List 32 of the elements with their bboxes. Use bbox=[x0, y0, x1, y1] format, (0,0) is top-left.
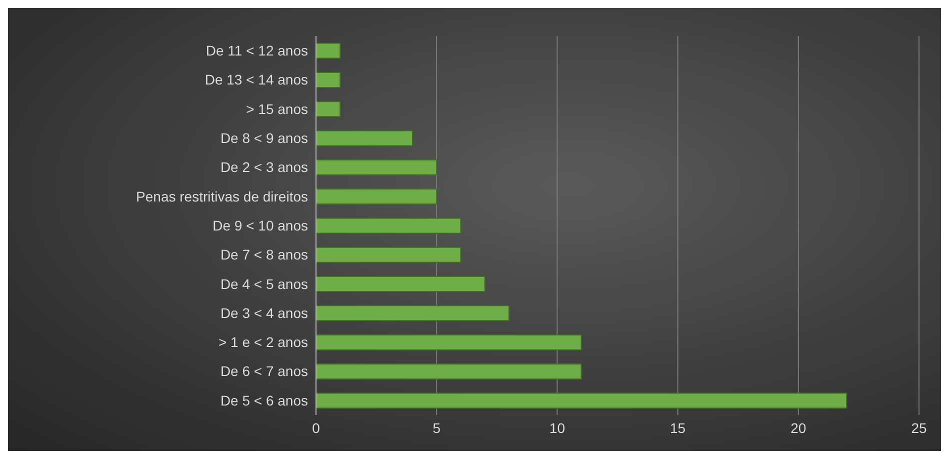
y-tick-label: > 15 anos bbox=[246, 100, 308, 117]
x-tick-label: 10 bbox=[549, 420, 566, 436]
bar bbox=[316, 42, 341, 59]
x-tick-label: 25 bbox=[911, 420, 927, 436]
y-tick-label: Penas restritivas de direitos bbox=[136, 188, 308, 204]
y-tick-label: > 1 e < 2 anos bbox=[218, 334, 308, 350]
bar bbox=[316, 130, 413, 146]
bar bbox=[316, 218, 462, 234]
y-tick-label: De 2 < 3 anos bbox=[220, 159, 308, 176]
y-tick-label: De 6 < 7 anos bbox=[220, 363, 308, 380]
y-tick-label: De 4 < 5 anos bbox=[220, 276, 308, 292]
y-tick-label: De 5 < 6 anos bbox=[220, 392, 308, 408]
bar bbox=[316, 392, 848, 409]
x-tick-label: 15 bbox=[670, 420, 686, 436]
bar bbox=[316, 334, 582, 350]
y-tick-label: De 9 < 10 anos bbox=[212, 217, 308, 234]
y-tick-label: De 13 < 14 anos bbox=[204, 72, 308, 88]
y-tick-label: De 11 < 12 anos bbox=[206, 42, 308, 59]
bar bbox=[316, 101, 341, 118]
bar bbox=[316, 276, 486, 292]
bar bbox=[316, 159, 438, 176]
bar bbox=[316, 305, 510, 322]
bar bbox=[316, 72, 341, 88]
x-tick-label: 20 bbox=[790, 420, 806, 436]
bar bbox=[316, 363, 582, 380]
y-tick-label: De 3 < 4 anos bbox=[220, 304, 308, 321]
bar bbox=[316, 188, 438, 205]
bar bbox=[316, 246, 462, 263]
x-tick-label: 5 bbox=[432, 420, 441, 436]
y-tick-label: De 8 < 9 anos bbox=[220, 130, 308, 146]
y-tick-label: De 7 < 8 anos bbox=[220, 246, 308, 263]
x-tick-label: 0 bbox=[312, 420, 320, 436]
